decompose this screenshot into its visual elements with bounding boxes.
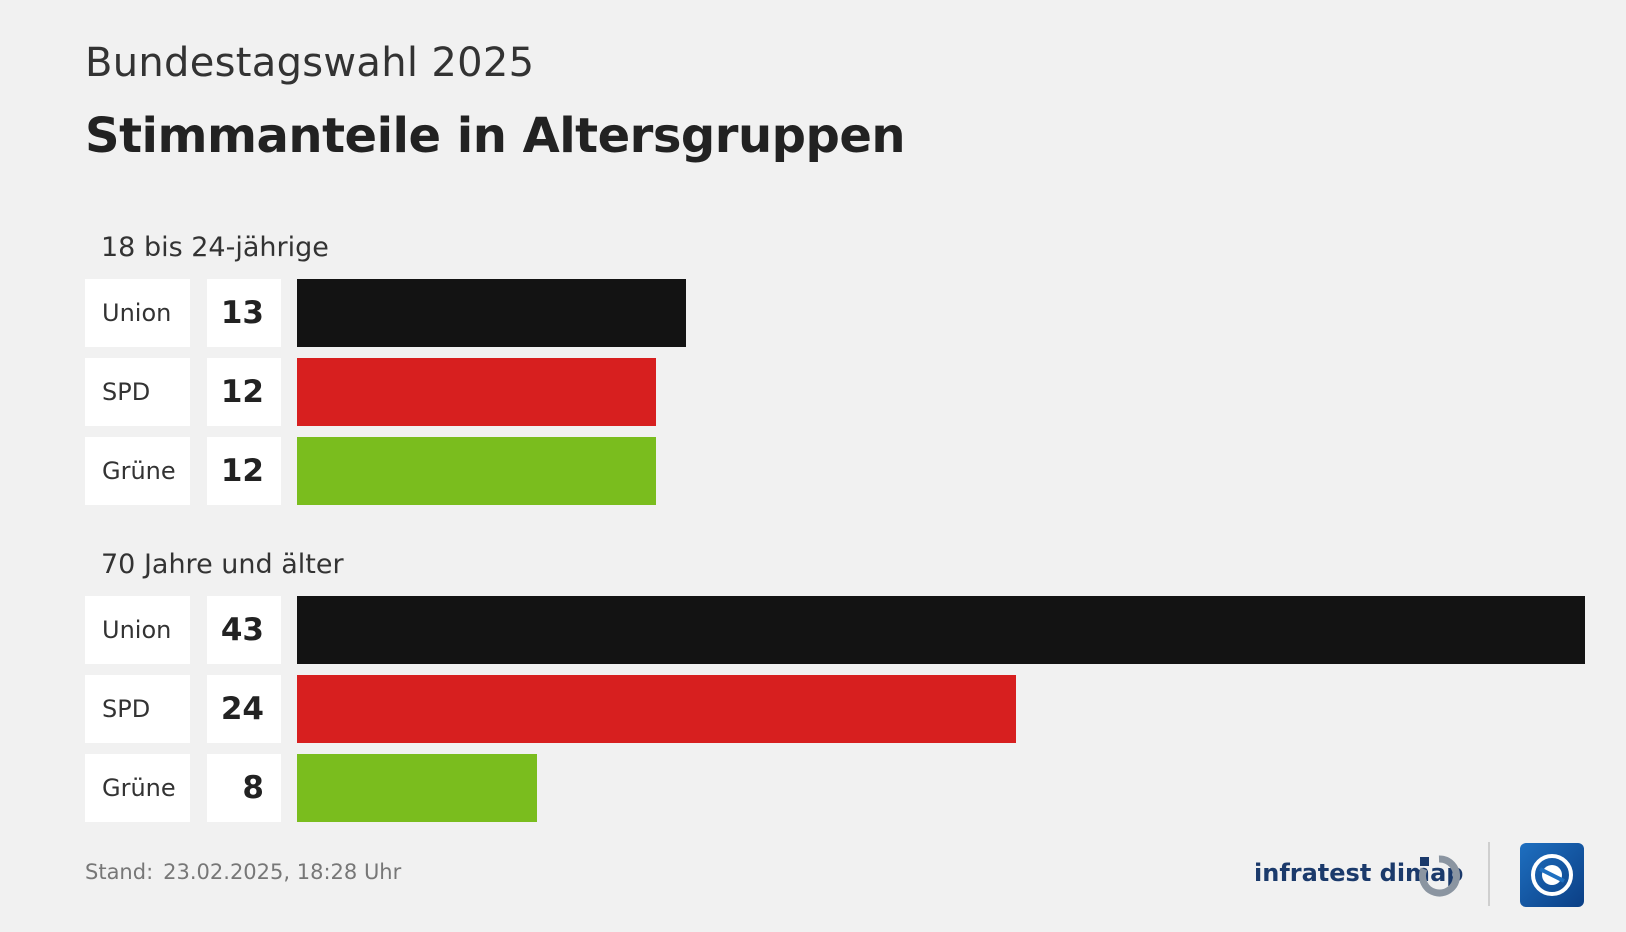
party-label: SPD [85,358,190,426]
stand-date: 23.02.2025, 18:28 Uhr [163,860,402,884]
bar-row: Union 13 [85,279,1585,347]
bar-grne [297,437,656,505]
bar-row: Union 43 [85,596,1585,664]
party-label: Grüne [85,754,190,822]
party-label: SPD [85,675,190,743]
stand-label: Stand: [85,860,154,884]
bar-spd [297,675,1016,743]
bar-row: Grüne 8 [85,754,1585,822]
infratest-dimap-logo-icon [1419,855,1460,897]
bar-union [297,279,686,347]
bar-spd [297,358,656,426]
bar-row: SPD 24 [85,675,1585,743]
value-label: 43 [207,596,281,664]
party-label: Union [85,596,190,664]
bar-row: SPD 12 [85,358,1585,426]
bar-row: Grüne 12 [85,437,1585,505]
value-label: 12 [207,358,281,426]
footer-stand: Stand: 23.02.2025, 18:28 Uhr [85,860,401,884]
value-label: 12 [207,437,281,505]
footer-divider [1488,842,1490,906]
party-label: Union [85,279,190,347]
chart-title: Stimmanteile in Altersgruppen [85,108,906,164]
value-label: 24 [207,675,281,743]
bar-union [297,596,1585,664]
value-label: 13 [207,279,281,347]
chart-supertitle: Bundestagswahl 2025 [85,40,535,86]
value-label: 8 [207,754,281,822]
tagesschau-logo-icon [1520,843,1584,907]
age-group-label: 70 Jahre und älter [101,549,344,580]
age-group-label: 18 bis 24-jährige [101,232,329,263]
bar-grne [297,754,537,822]
party-label: Grüne [85,437,190,505]
